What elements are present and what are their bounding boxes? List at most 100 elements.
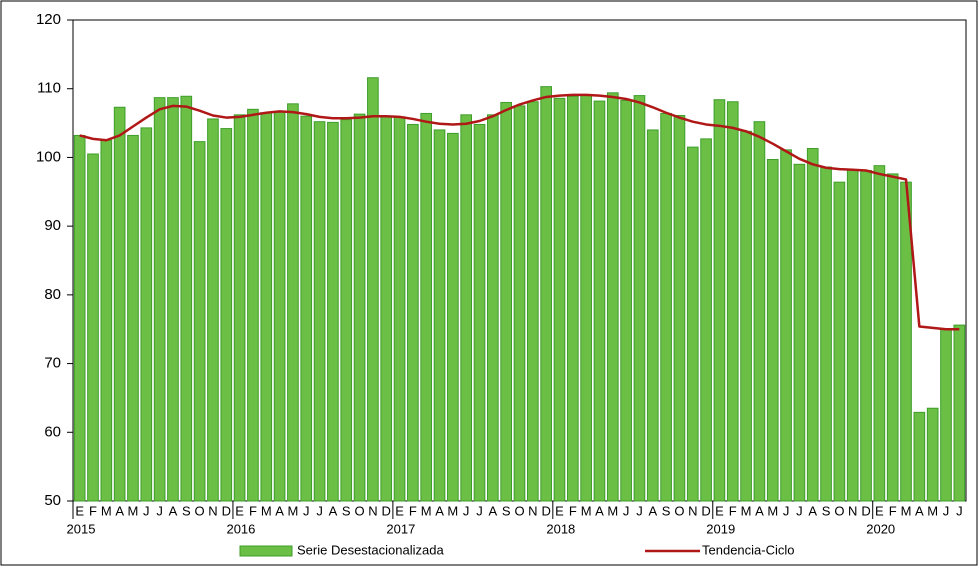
x-tick-label: N [528,503,537,518]
x-tick-label: N [208,503,217,518]
bar [566,95,579,502]
x-tick-label: F [89,503,97,518]
x-tick-label: J [636,503,643,518]
bar [100,139,113,502]
bar [753,121,766,502]
bar [73,134,86,502]
bar [913,411,926,502]
bar [793,163,806,502]
bar [740,130,752,502]
bar [220,128,233,502]
x-tick-label: M [101,503,112,518]
x-tick-label: M [421,503,432,518]
bar [886,173,899,502]
bar [606,92,619,502]
legend-label: Serie Desestacionalizada [297,542,444,557]
bar [167,97,179,502]
bar [806,147,819,502]
bar [953,324,966,502]
bar [540,86,552,502]
bar [433,129,446,502]
x-tick-label: A [275,503,284,518]
x-tick-label: F [569,503,577,518]
y-tick-label: 90 [44,217,61,234]
x-tick-label: S [822,503,831,518]
bar [380,115,393,502]
bar [87,153,99,502]
bar [447,132,459,502]
bar [500,101,513,502]
x-tick-label: E [235,503,244,518]
x-tick-label: J [943,503,950,518]
x-tick-label: A [755,503,764,518]
x-tick-label: A [435,503,444,518]
bar [353,113,366,502]
x-tick-label: A [808,503,817,518]
x-tick-label: F [409,503,417,518]
x-tick-label: M [741,503,752,518]
bar [140,127,153,502]
x-tick-label: J [156,503,163,518]
bar [940,328,952,502]
bar [780,149,792,502]
bar [327,121,339,502]
year-label: 2015 [67,521,96,536]
x-tick-label: O [674,503,684,518]
x-tick-label: F [889,503,897,518]
year-label: 2020 [866,521,895,536]
x-tick-label: S [342,503,351,518]
bar [153,97,166,502]
bar [247,108,259,502]
x-tick-label: M [927,503,938,518]
y-tick-label: 60 [44,423,61,440]
bar [926,407,939,502]
bar [513,105,526,502]
x-tick-label: M [581,503,592,518]
x-tick-label: M [261,503,272,518]
bar [673,115,686,502]
bar [260,112,273,502]
bar [407,123,419,502]
trend-line [79,93,960,331]
y-tick-label: 50 [44,492,61,509]
legend-label: Tendencia-Ciclo [702,542,795,557]
x-tick-label: M [128,503,139,518]
bar [713,99,726,502]
bar [686,146,699,502]
x-tick-label: M [447,503,458,518]
year-label: 2018 [546,521,575,536]
bar [766,158,779,502]
x-tick-label: F [249,503,257,518]
bar [526,101,539,502]
x-tick-label: J [956,503,963,518]
bar [633,95,646,502]
x-tick-label: S [502,503,511,518]
y-tick-label: 110 [37,80,61,97]
x-tick-label: O [834,503,844,518]
bar [860,169,872,502]
x-tick-label: J [796,503,803,518]
x-tick-label: N [688,503,697,518]
x-tick-label: A [169,503,178,518]
x-tick-label: A [648,503,657,518]
bar [473,123,486,502]
x-tick-label: M [901,503,912,518]
x-tick-label: A [915,503,924,518]
bar [646,129,659,502]
x-tick-label: J [316,503,323,518]
x-tick-label: O [195,503,205,518]
x-tick-label: J [476,503,483,518]
bar [207,118,219,502]
bar [393,116,406,502]
x-tick-label: S [182,503,191,518]
bar [833,181,846,502]
bar [367,77,379,502]
x-tick-label: J [463,503,470,518]
bar [820,166,832,502]
x-tick-label: A [595,503,604,518]
x-tick-label: M [767,503,778,518]
y-tick-label: 70 [44,355,61,372]
x-tick-label: A [489,503,498,518]
bar [700,138,712,502]
